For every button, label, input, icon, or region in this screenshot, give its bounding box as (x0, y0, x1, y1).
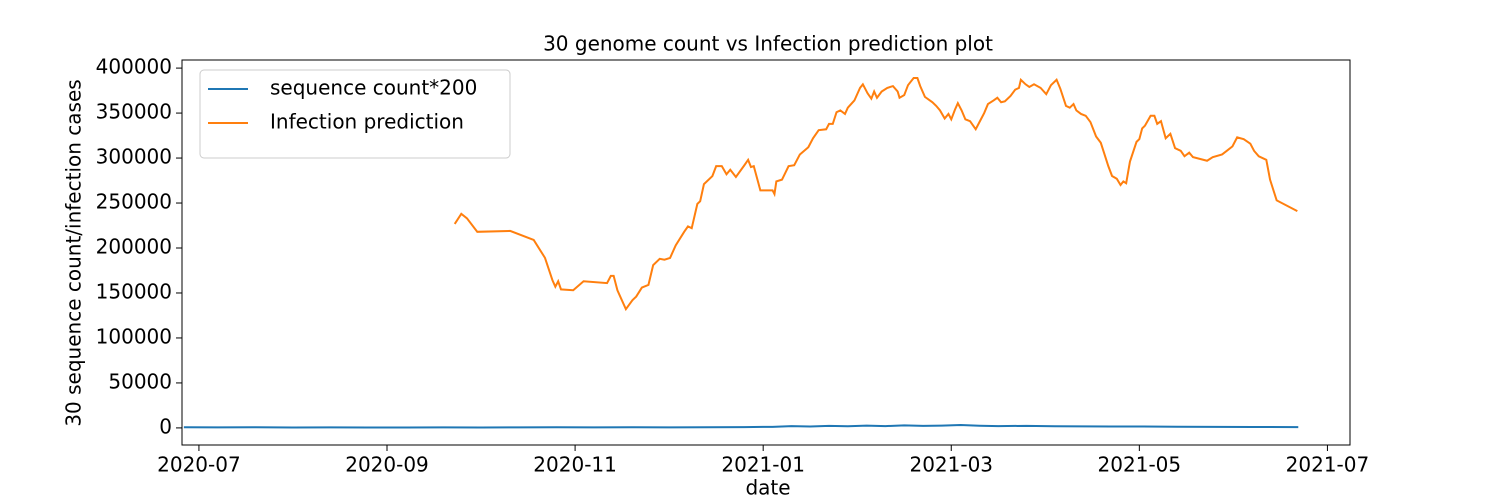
y-tick-label: 350000 (96, 100, 172, 124)
chart-title: 30 genome count vs Infection prediction … (543, 32, 993, 56)
y-tick-label: 150000 (96, 279, 172, 303)
x-tick-label: 2020-07 (157, 453, 241, 477)
y-tick-label: 200000 (96, 235, 172, 259)
legend-label: sequence count*200 (270, 76, 477, 100)
x-tick-label: 2021-05 (1098, 453, 1182, 477)
legend-frame (199, 69, 511, 159)
x-tick-label: 2021-03 (909, 453, 993, 477)
plot-frame (181, 59, 1351, 446)
y-axis-label: 30 sequence count/infection cases (62, 79, 86, 426)
x-axis-label: date (745, 476, 790, 500)
x-tick-label: 2021-07 (1286, 453, 1370, 477)
x-tick-label: 2020-09 (345, 453, 429, 477)
y-tick-label: 50000 (108, 369, 172, 393)
legend-label: Infection prediction (270, 110, 464, 134)
y-tick-label: 300000 (96, 145, 172, 169)
y-tick-label: 100000 (96, 324, 172, 348)
legend: sequence count*200 Infection prediction (199, 69, 511, 159)
y-tick-label: 400000 (96, 55, 172, 79)
series-line (183, 424, 1299, 429)
y-tick-label: 0 (159, 414, 172, 438)
y-tick-label: 250000 (96, 190, 172, 214)
x-tick-label: 2020-11 (533, 453, 617, 477)
series-line (453, 76, 1298, 312)
x-tick-label: 2021-01 (721, 453, 805, 477)
